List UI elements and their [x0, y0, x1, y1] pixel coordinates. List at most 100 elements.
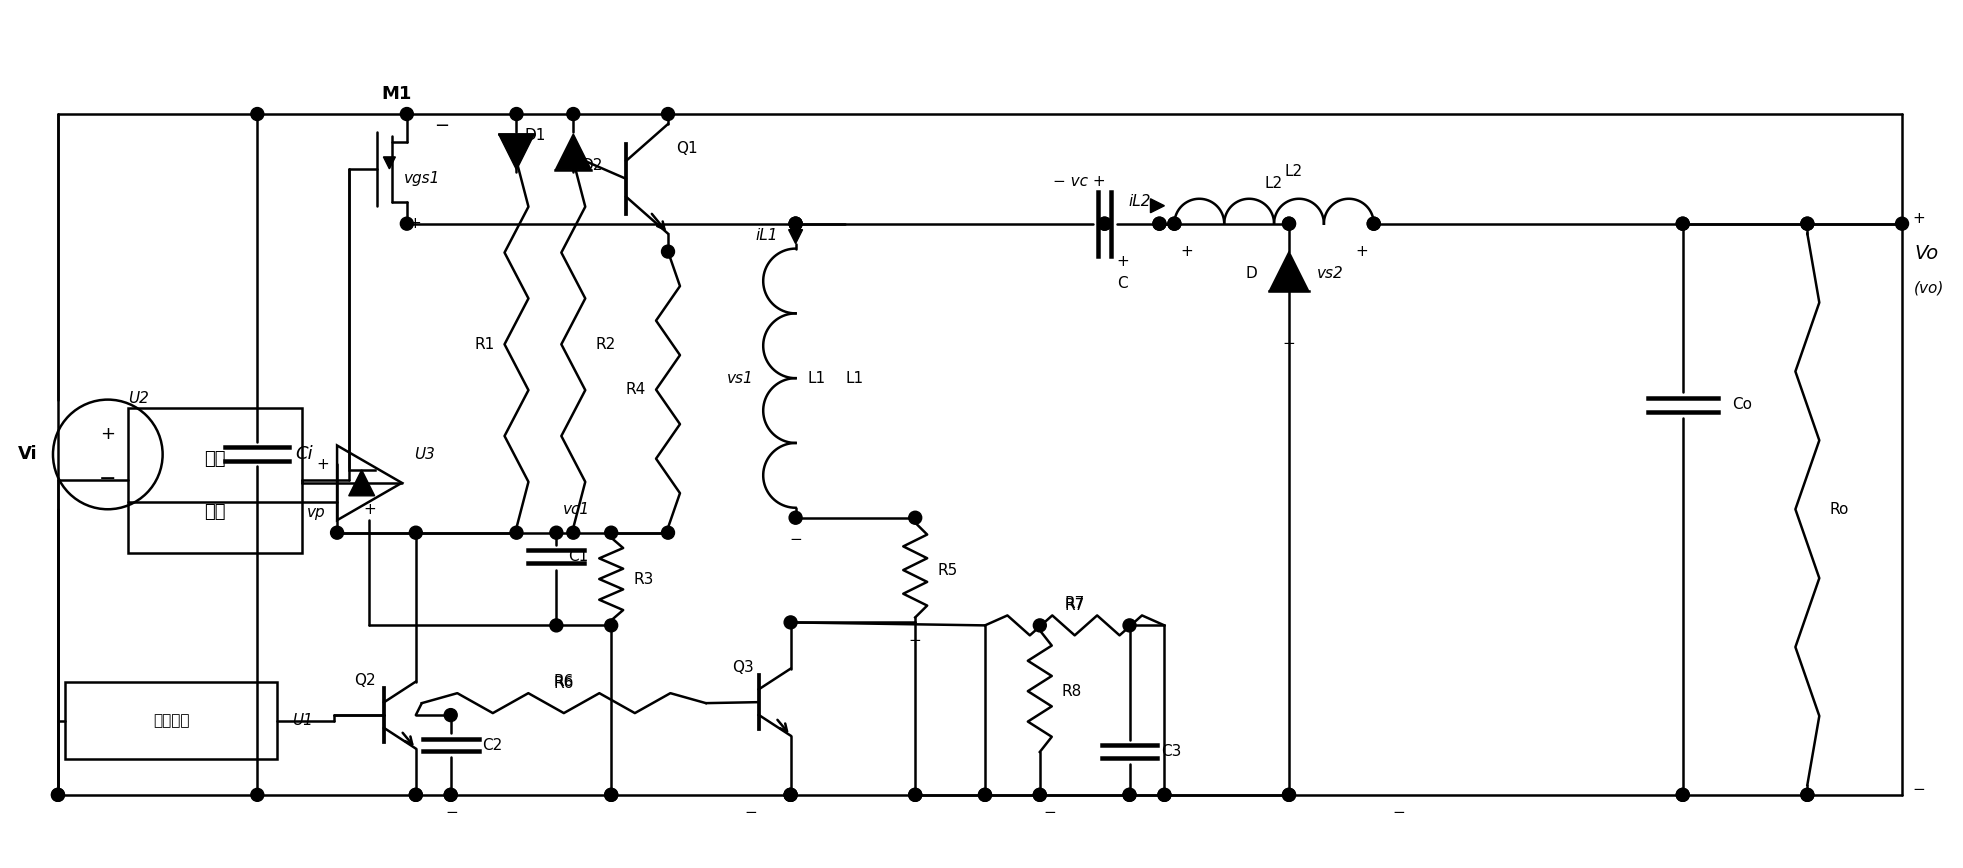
- Circle shape: [662, 245, 675, 258]
- Circle shape: [410, 526, 422, 539]
- Circle shape: [1033, 788, 1046, 801]
- Text: +: +: [1354, 244, 1368, 259]
- Text: Ci: Ci: [294, 445, 312, 464]
- Circle shape: [1896, 217, 1908, 230]
- Circle shape: [1368, 217, 1380, 230]
- Circle shape: [978, 788, 991, 801]
- Text: 电路: 电路: [204, 503, 226, 521]
- Circle shape: [909, 511, 923, 524]
- Bar: [65, 682, 277, 759]
- Circle shape: [1152, 217, 1166, 230]
- Text: C1: C1: [569, 549, 589, 564]
- Text: M1: M1: [381, 85, 412, 103]
- Text: 辅助电源: 辅助电源: [153, 713, 188, 728]
- Polygon shape: [789, 230, 803, 244]
- Circle shape: [1123, 788, 1137, 801]
- Text: R3: R3: [634, 571, 654, 587]
- Circle shape: [783, 788, 797, 801]
- Circle shape: [909, 788, 923, 801]
- Circle shape: [605, 619, 618, 632]
- Circle shape: [1033, 788, 1046, 801]
- Text: −: −: [1282, 336, 1296, 351]
- Circle shape: [605, 788, 618, 801]
- Circle shape: [909, 788, 923, 801]
- Text: Vi: Vi: [18, 445, 37, 464]
- Polygon shape: [499, 134, 534, 170]
- Circle shape: [789, 511, 803, 524]
- Circle shape: [1097, 217, 1111, 230]
- Text: vc1: vc1: [563, 503, 591, 517]
- Circle shape: [51, 788, 65, 801]
- Circle shape: [1097, 217, 1111, 230]
- Text: U1: U1: [292, 713, 312, 728]
- Text: U2: U2: [128, 391, 149, 405]
- Text: L2: L2: [1264, 176, 1284, 191]
- Circle shape: [662, 526, 675, 539]
- Circle shape: [1676, 217, 1690, 230]
- Circle shape: [567, 526, 579, 539]
- Circle shape: [1152, 217, 1166, 230]
- Text: U3: U3: [414, 447, 434, 463]
- Circle shape: [605, 788, 618, 801]
- Text: iL2: iL2: [1129, 194, 1150, 209]
- Circle shape: [1282, 217, 1296, 230]
- Circle shape: [1676, 788, 1690, 801]
- Text: L1: L1: [807, 371, 826, 385]
- Text: +: +: [100, 425, 116, 444]
- Polygon shape: [349, 470, 375, 496]
- Text: Q1: Q1: [675, 141, 697, 156]
- Text: +: +: [408, 216, 422, 231]
- Text: +: +: [363, 502, 375, 516]
- Text: L1: L1: [846, 371, 864, 385]
- Circle shape: [444, 708, 457, 721]
- Text: −: −: [744, 806, 758, 820]
- Text: −: −: [446, 806, 457, 820]
- Text: vp: vp: [306, 505, 326, 520]
- Circle shape: [510, 526, 522, 539]
- Text: R1: R1: [475, 337, 495, 352]
- Circle shape: [550, 526, 563, 539]
- Text: R6: R6: [554, 675, 573, 691]
- Circle shape: [444, 788, 457, 801]
- Text: +: +: [316, 457, 330, 471]
- Circle shape: [510, 108, 522, 121]
- Text: D: D: [1245, 266, 1256, 281]
- Text: vs2: vs2: [1317, 266, 1343, 281]
- Text: R2: R2: [595, 337, 616, 352]
- Text: 驱动: 驱动: [204, 450, 226, 468]
- Text: − vc +: − vc +: [1054, 174, 1105, 189]
- Text: Q3: Q3: [732, 660, 754, 674]
- Text: −: −: [789, 532, 803, 547]
- Text: C3: C3: [1162, 745, 1182, 760]
- Text: −: −: [1392, 806, 1406, 820]
- Text: D2: D2: [581, 158, 603, 174]
- Circle shape: [1282, 788, 1296, 801]
- Text: −: −: [1912, 782, 1926, 798]
- Text: Q2: Q2: [353, 673, 377, 687]
- Circle shape: [1800, 217, 1814, 230]
- Circle shape: [400, 108, 414, 121]
- Text: −: −: [434, 117, 450, 135]
- Circle shape: [1800, 217, 1814, 230]
- Polygon shape: [383, 157, 395, 169]
- Polygon shape: [1268, 252, 1309, 292]
- Circle shape: [251, 788, 263, 801]
- Circle shape: [410, 788, 422, 801]
- Text: −: −: [98, 470, 116, 490]
- Polygon shape: [556, 134, 591, 170]
- Text: iL1: iL1: [756, 228, 777, 243]
- Circle shape: [978, 788, 991, 801]
- Text: C2: C2: [483, 738, 503, 753]
- Circle shape: [1368, 217, 1380, 230]
- Text: Vo: Vo: [1914, 244, 1937, 263]
- Circle shape: [410, 788, 422, 801]
- Text: D1: D1: [524, 128, 546, 143]
- Circle shape: [51, 788, 65, 801]
- Text: R7: R7: [1064, 596, 1086, 611]
- Circle shape: [783, 788, 797, 801]
- Text: Co: Co: [1733, 397, 1753, 412]
- Text: vs1: vs1: [726, 371, 754, 385]
- Circle shape: [1282, 788, 1296, 801]
- Circle shape: [783, 788, 797, 801]
- Circle shape: [789, 217, 803, 230]
